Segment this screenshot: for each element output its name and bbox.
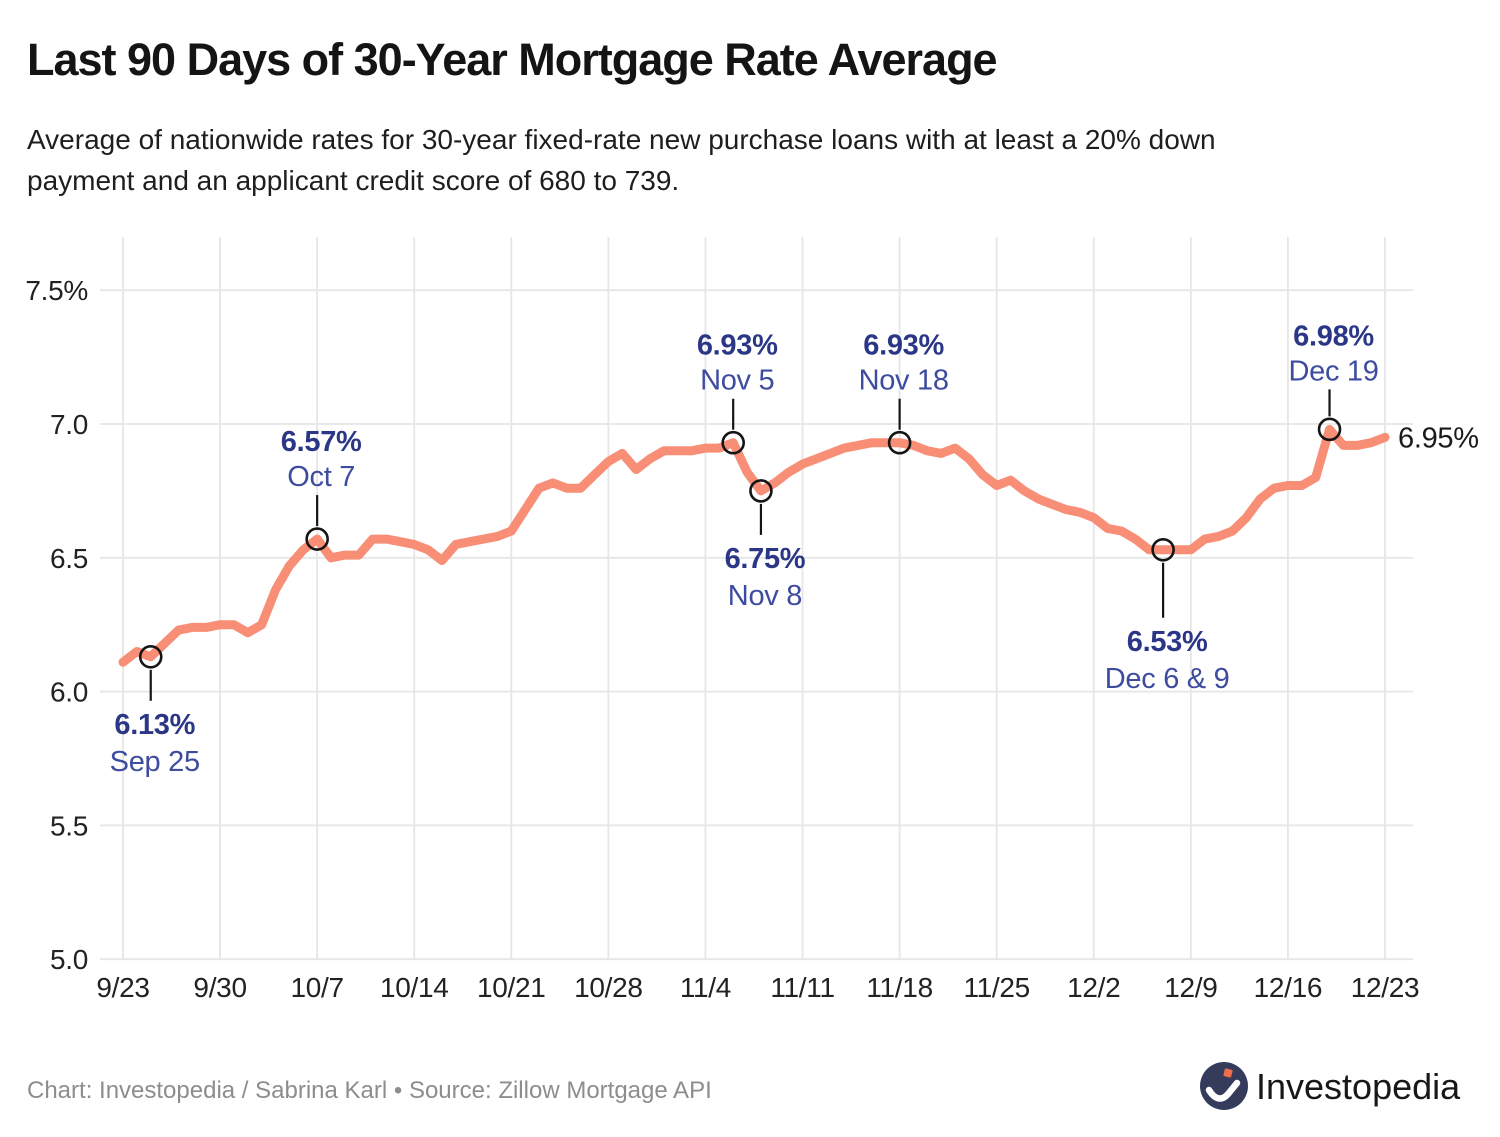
x-tick-label: 12/16 xyxy=(1254,972,1323,1003)
annotation-marker xyxy=(1317,417,1342,442)
investopedia-logo: Investopedia xyxy=(1200,1062,1461,1110)
x-tick-label: 10/28 xyxy=(574,972,643,1003)
x-tick-label: 11/25 xyxy=(963,972,1030,1003)
annotation-marker xyxy=(721,430,745,455)
logo-circle-icon xyxy=(1200,1062,1248,1110)
annotation-value: 6.75% xyxy=(725,543,806,575)
annotation-marker xyxy=(305,527,329,551)
y-tick-label: 6.5 xyxy=(50,543,88,574)
x-tick-label: 11/4 xyxy=(680,972,731,1003)
x-tick-label: 10/21 xyxy=(477,972,546,1003)
annotation-date: Dec 19 xyxy=(1288,355,1378,387)
annotation: 6.75% Nov 8 xyxy=(725,479,806,612)
mortgage-rate-chart: 9/23 9/30 10/7 10/14 10/21 10/28 11/4 11/11 11/1… xyxy=(25,237,1479,1003)
x-tick-label: 10/14 xyxy=(380,972,449,1003)
annotation-value: 6.57% xyxy=(281,426,362,458)
y-tick-label: 5.0 xyxy=(50,944,88,975)
y-tick-label: 7.5% xyxy=(25,275,88,306)
x-tick-label: 10/7 xyxy=(291,972,344,1003)
annotation-marker xyxy=(1151,537,1175,562)
subtitle-line-2: payment and an applicant credit score of… xyxy=(27,164,680,196)
logo-i-dot-icon xyxy=(1223,1068,1233,1078)
x-tick-label: 9/23 xyxy=(96,972,149,1003)
annotation-value: 6.53% xyxy=(1127,626,1208,658)
x-tick-label: 12/9 xyxy=(1164,972,1217,1003)
annotation-value: 6.93% xyxy=(697,330,778,362)
x-tick-label: 9/30 xyxy=(193,972,246,1003)
x-tick-label: 12/2 xyxy=(1067,972,1120,1003)
x-tick-label: 11/18 xyxy=(866,972,933,1003)
annotation: 6.13% Sep 25 xyxy=(110,645,200,778)
subtitle-line-1: Average of nationwide rates for 30-year … xyxy=(27,124,1216,155)
annotation-date: Dec 6 & 9 xyxy=(1105,663,1230,695)
logo-wordmark: Investopedia xyxy=(1256,1066,1461,1107)
annotation-value: 6.98% xyxy=(1293,320,1374,352)
annotation-value: 6.13% xyxy=(114,709,195,741)
annotation: 6.93%Nov 18 xyxy=(859,330,949,455)
annotation: 6.57%Oct 7 xyxy=(281,426,362,551)
x-tick-label: 11/11 xyxy=(770,972,834,1003)
annotation: 6.93%Nov 5 xyxy=(697,330,778,455)
y-tick-label: 7.0 xyxy=(50,409,88,440)
annotation-date: Sep 25 xyxy=(110,746,200,778)
logo-i-swoosh-icon xyxy=(1205,1079,1241,1102)
y-tick-label: 5.5 xyxy=(50,810,88,841)
annotations: 6.13%Sep 256.57%Oct 76.93%Nov 56.75%Nov … xyxy=(110,320,1479,777)
annotation: 6.98%Dec 19 xyxy=(1288,320,1379,442)
annotation-marker xyxy=(138,645,163,669)
page-title: Last 90 Days of 30-Year Mortgage Rate Av… xyxy=(27,34,998,85)
annotation: 6.53% Dec 6 & 9 xyxy=(1105,537,1230,695)
page-subtitle: Average of nationwide rates for 30-year … xyxy=(27,120,1447,201)
credit-line: Chart: Investopedia / Sabrina Karl • Sou… xyxy=(27,1077,712,1104)
annotation-date: Oct 7 xyxy=(287,461,355,493)
annotation-value: 6.93% xyxy=(863,330,944,362)
annotation-date: Nov 8 xyxy=(728,580,802,612)
y-tick-label: 6.0 xyxy=(50,677,88,708)
annotation-marker xyxy=(887,430,912,455)
annotation-marker xyxy=(749,479,773,503)
annotation-date: Nov 5 xyxy=(700,365,774,397)
end-rate-label: 6.95% xyxy=(1398,422,1479,454)
gridlines xyxy=(100,237,1413,961)
axis-labels: 9/23 9/30 10/7 10/14 10/21 10/28 11/4 11/11 11/1… xyxy=(25,275,1419,1003)
x-tick-label: 12/23 xyxy=(1351,972,1420,1003)
annotation-date: Nov 18 xyxy=(859,365,949,397)
